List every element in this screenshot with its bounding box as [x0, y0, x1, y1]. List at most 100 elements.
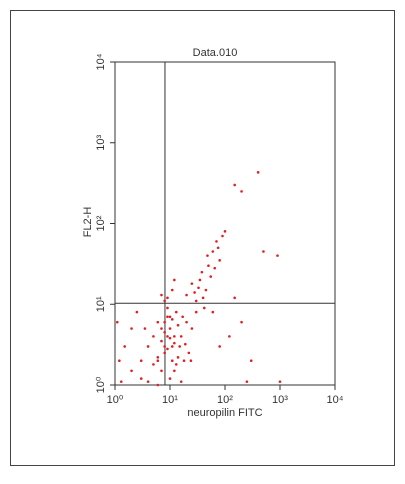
- y-axis-label: FL2-H: [82, 207, 94, 238]
- point: [276, 254, 279, 257]
- point: [198, 278, 202, 282]
- point: [197, 286, 200, 290]
- point: [206, 254, 209, 257]
- point: [213, 266, 217, 270]
- point: [262, 250, 265, 253]
- point: [194, 310, 198, 314]
- point: [160, 369, 163, 373]
- point: [207, 264, 210, 268]
- point: [215, 240, 218, 243]
- point: [240, 320, 243, 324]
- point: [156, 356, 160, 359]
- point: [218, 259, 221, 262]
- x-tick-label: 10⁰: [107, 394, 124, 406]
- point: [143, 327, 147, 330]
- point: [187, 351, 191, 355]
- outer-border: [10, 10, 395, 466]
- point: [174, 363, 178, 366]
- point: [166, 306, 169, 310]
- point: [130, 327, 133, 330]
- point: [176, 356, 180, 359]
- point: [211, 250, 215, 253]
- point: [166, 315, 169, 319]
- point: [174, 310, 178, 314]
- point: [185, 320, 188, 324]
- point: [176, 323, 180, 327]
- point: [160, 293, 163, 297]
- point: [123, 345, 126, 348]
- point: [181, 315, 184, 319]
- y-tick-label: 10⁰: [95, 376, 107, 393]
- point: [216, 246, 220, 250]
- point: [156, 320, 160, 324]
- point: [166, 335, 169, 338]
- point: [170, 359, 174, 362]
- y-tick-label: 10²: [95, 215, 107, 231]
- point: [209, 275, 213, 278]
- point: [130, 369, 133, 373]
- point: [184, 342, 187, 346]
- point: [173, 341, 176, 345]
- point: [168, 377, 172, 380]
- point: [118, 359, 121, 362]
- point: [179, 380, 183, 383]
- point: [168, 315, 172, 319]
- point: [202, 306, 206, 310]
- point: [163, 299, 166, 303]
- point: [204, 288, 208, 292]
- chart-title: Data.010: [193, 47, 238, 59]
- point: [228, 335, 231, 338]
- point: [173, 335, 176, 338]
- point: [163, 351, 166, 355]
- point: [168, 336, 172, 340]
- point: [190, 327, 194, 330]
- point: [163, 345, 166, 348]
- x-tick-label: 10⁴: [327, 394, 344, 406]
- point: [139, 377, 143, 380]
- point: [233, 296, 236, 300]
- point: [185, 293, 188, 297]
- point: [256, 171, 260, 174]
- y-tick-label: 10⁴: [95, 53, 107, 70]
- plot-frame: [114, 61, 336, 386]
- point: [201, 296, 205, 300]
- point: [156, 383, 160, 387]
- point: [211, 310, 215, 314]
- point: [119, 380, 123, 383]
- point: [146, 345, 150, 348]
- point: [160, 339, 163, 343]
- point: [200, 270, 204, 274]
- point: [223, 230, 227, 233]
- point: [156, 359, 160, 362]
- point: [173, 278, 176, 282]
- point: [182, 359, 186, 362]
- point: [240, 190, 243, 193]
- x-tick-label: 10¹: [162, 394, 178, 406]
- point: [135, 310, 139, 314]
- point: [115, 320, 119, 324]
- y-tick-label: 10¹: [95, 296, 107, 312]
- point: [249, 359, 253, 362]
- point: [245, 380, 249, 383]
- point: [146, 380, 150, 383]
- x-axis-label: neuropilin FITC: [187, 407, 262, 419]
- point: [163, 320, 166, 324]
- point: [160, 327, 163, 330]
- point: [233, 183, 236, 187]
- point: [179, 335, 183, 338]
- point: [189, 359, 193, 362]
- point: [194, 299, 198, 303]
- point: [166, 347, 169, 351]
- point: [152, 335, 155, 338]
- point: [193, 291, 196, 294]
- point: [178, 345, 181, 348]
- point: [170, 345, 174, 348]
- point: [163, 330, 166, 334]
- point: [218, 345, 221, 348]
- point: [278, 380, 282, 383]
- y-tick-label: 10³: [95, 134, 107, 150]
- x-tick-label: 10²: [217, 394, 233, 406]
- point: [166, 296, 169, 300]
- point: [139, 359, 143, 362]
